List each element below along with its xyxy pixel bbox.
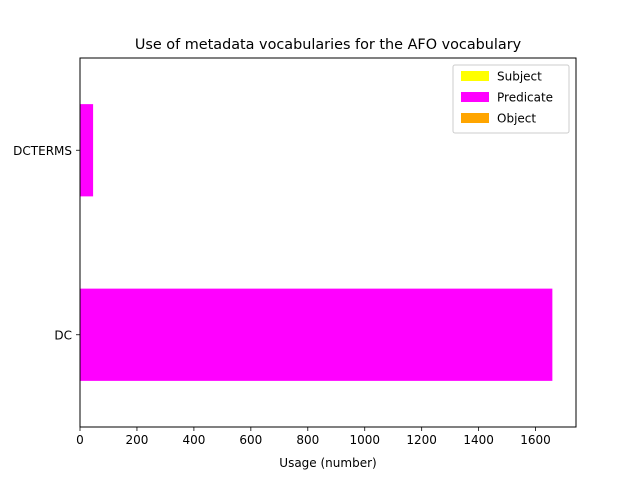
legend-label-subject: Subject [497, 70, 542, 84]
x-tick-label: 400 [182, 433, 205, 447]
chart-title: Use of metadata vocabularies for the AFO… [135, 37, 522, 53]
x-axis-label: Usage (number) [279, 456, 376, 470]
x-tick-label: 800 [296, 433, 319, 447]
bar-dc-predicate [80, 288, 553, 381]
legend: Subject Predicate Object [452, 64, 570, 134]
legend-swatch-subject [461, 71, 489, 81]
x-axis: 0 200 400 600 800 1000 1200 1400 1600 [76, 427, 551, 447]
x-tick-label: 1600 [520, 433, 551, 447]
plot-area [80, 104, 553, 381]
x-tick-label: 200 [125, 433, 148, 447]
legend-swatch-predicate [461, 92, 489, 102]
x-tick-label: 1000 [349, 433, 380, 447]
plot-frame [79, 57, 577, 428]
y-axis: DC DCTERMS [13, 144, 80, 342]
y-tick-label: DC [54, 328, 72, 342]
y-tick-label: DCTERMS [13, 144, 72, 158]
legend-swatch-object [461, 113, 489, 123]
x-tick-label: 0 [76, 433, 84, 447]
x-tick-label: 600 [239, 433, 262, 447]
legend-label-predicate: Predicate [497, 91, 553, 105]
bar-dcterms-predicate [80, 104, 94, 197]
legend-label-object: Object [497, 112, 536, 126]
x-tick-label: 1400 [463, 433, 494, 447]
x-tick-label: 1200 [406, 433, 437, 447]
